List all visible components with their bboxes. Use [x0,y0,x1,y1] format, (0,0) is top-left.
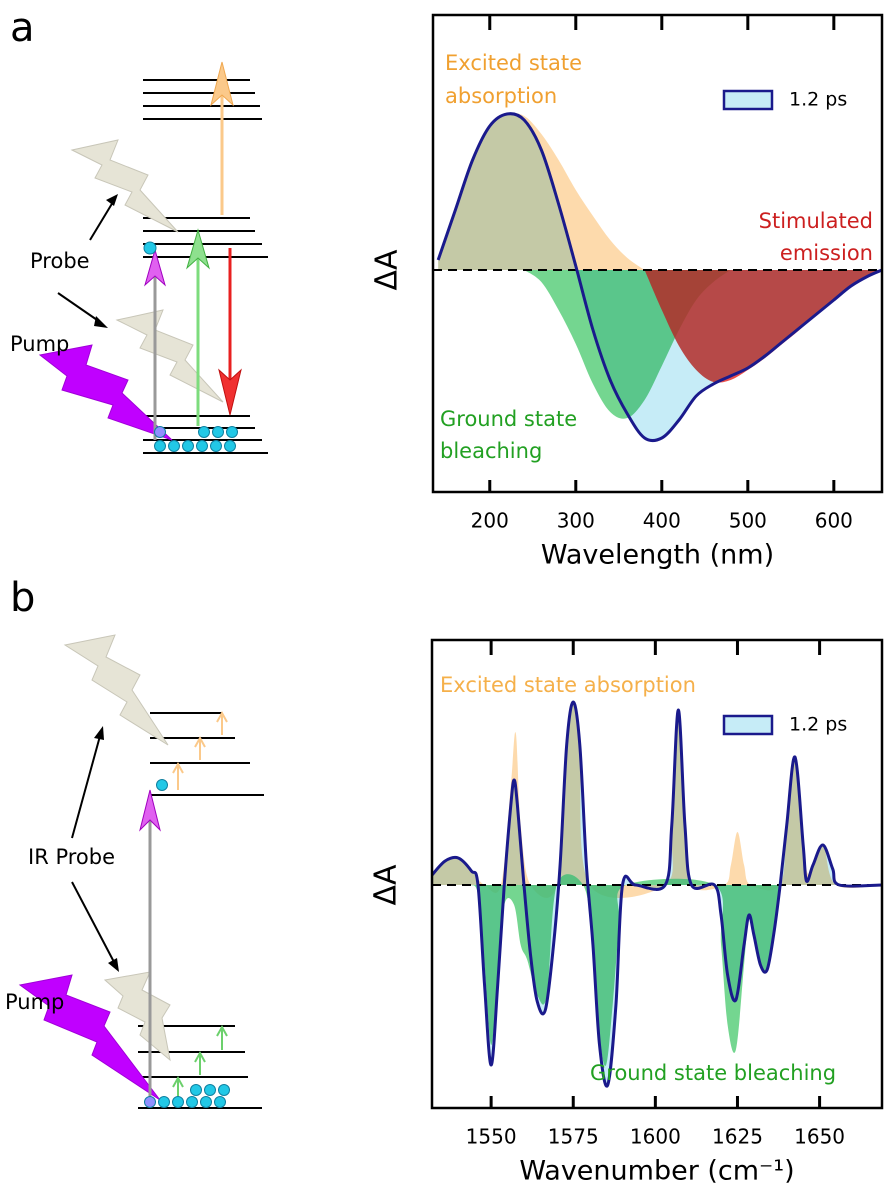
diagram-b: b IR Probe Pump [5,575,264,1109]
x-tick-label: 500 [729,509,767,533]
x-tick-label: 1600 [630,1125,681,1149]
band-label: Ground state bleaching [590,1061,836,1085]
pump-label: Pump [10,332,69,356]
x-tick-label: 1650 [794,1125,845,1149]
probe-label: Probe [30,249,90,273]
x-tick-label: 400 [643,509,681,533]
band-label: bleaching [440,439,542,463]
y-axis-label: ΔA [370,249,405,291]
y-axis-label: ΔA [369,864,404,906]
panel-label: a [10,5,35,51]
legend-swatch [722,714,774,736]
band-label: Excited state [445,51,582,75]
band-label: Excited state absorption [440,673,696,697]
band-label: Stimulated [759,209,873,233]
series-line [432,700,882,1088]
legend-swatch [722,89,774,111]
panel-label: b [10,575,35,621]
pump-label: Pump [5,990,64,1014]
plot-frame [430,638,884,1110]
legend-label: 1.2 ps [789,714,847,736]
series-area [432,702,882,1087]
series-area [438,113,882,441]
band-label: absorption [445,84,557,108]
legend-label: 1.2 ps [789,89,847,111]
plot-area [432,700,882,1088]
x-tick-label: 1625 [712,1125,763,1149]
plot-frame [431,13,884,494]
x-tick-label: 200 [471,509,509,533]
x-axis-label: Wavenumber (cm⁻¹) [519,1156,794,1187]
probe-label: IR Probe [28,845,115,869]
x-tick-label: 1575 [548,1125,599,1149]
x-tick-label: 1550 [466,1125,517,1149]
series-line [436,112,882,443]
band-label: Ground state [440,407,577,431]
band-label: emission [780,241,873,265]
x-axis-label: Wavelength (nm) [541,540,774,571]
chart: 200 300 400 500 600 Wavelength (nm) ΔA Excited … [370,13,884,571]
plot-area [433,112,882,443]
x-tick-label: 600 [815,509,853,533]
x-tick-label: 300 [557,509,595,533]
diagram-a: a Probe Pump [10,5,268,454]
